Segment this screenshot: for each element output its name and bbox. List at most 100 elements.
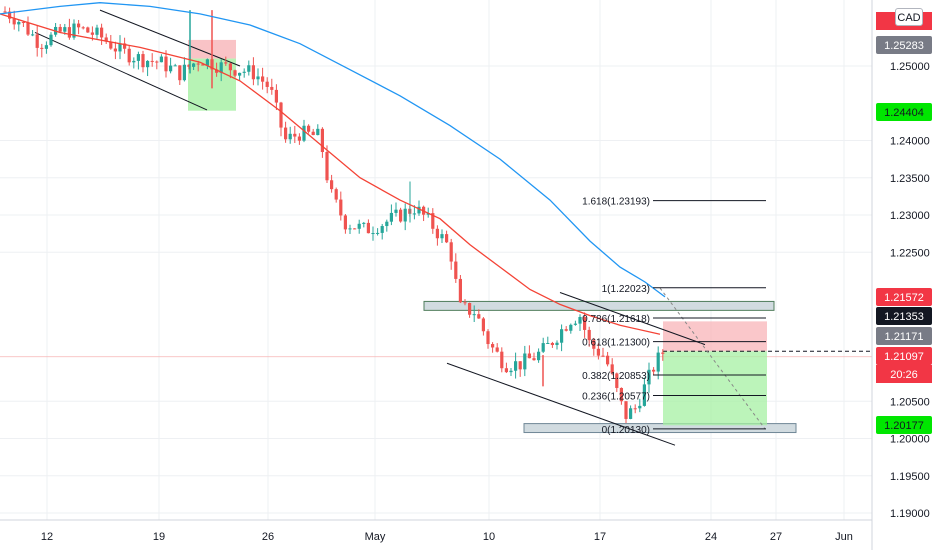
y-tick-label-8: 1.19000 (890, 508, 930, 520)
candle-body (376, 232, 380, 234)
candle-body (284, 127, 288, 140)
candle-body (279, 102, 283, 128)
moving-averages (0, 2, 666, 335)
x-tick-label-5: 17 (594, 531, 606, 543)
candle-body (615, 373, 619, 388)
currency-badge[interactable]: CAD (895, 8, 923, 26)
candle-body (109, 41, 113, 49)
candle-body (293, 133, 297, 137)
price-label-bg-green-upper (876, 103, 932, 121)
candle-body (619, 387, 623, 402)
candle-body (256, 76, 260, 80)
candle-body (63, 27, 67, 32)
y-tick-label-4: 1.22500 (890, 247, 930, 259)
candles (3, 6, 665, 423)
channel-lower-1 (34, 32, 208, 111)
candle-body (380, 226, 384, 233)
candle-body (633, 408, 637, 410)
candle-body (504, 368, 508, 373)
candle-body (247, 65, 251, 72)
candle-body (638, 405, 642, 409)
candle-body (578, 317, 582, 324)
candle-body (178, 65, 182, 81)
candle-body (192, 63, 196, 67)
candle-body (58, 26, 62, 32)
candle-body (527, 353, 531, 359)
candle-body (394, 209, 398, 213)
zones (188, 39, 797, 434)
candle-body (366, 222, 370, 234)
y-tick-label-3: 1.23000 (890, 210, 930, 222)
candle-body (187, 64, 191, 67)
y-tick-label-1: 1.24000 (890, 136, 930, 148)
candle-body (546, 342, 550, 344)
fib-diagonal (659, 287, 766, 430)
support-zone (523, 423, 797, 434)
candle-body (445, 234, 449, 243)
y-tick-label-5: 1.20500 (890, 396, 930, 408)
candle-body (583, 317, 587, 330)
candle-body (468, 303, 472, 315)
candle-body (399, 209, 403, 222)
candle-body (8, 11, 12, 19)
candle-body (610, 364, 614, 374)
candle-body (325, 152, 329, 181)
candle-body (647, 369, 651, 385)
y-tick-label-0: 1.25000 (890, 61, 930, 73)
candle-body (343, 215, 347, 230)
candle-body (371, 233, 375, 235)
candle-body (201, 64, 205, 66)
candle-body (532, 358, 536, 361)
candle-body (146, 60, 150, 68)
candle-body (81, 27, 85, 29)
candle-body (150, 60, 154, 62)
take-profit-box (663, 351, 767, 426)
candle-body (265, 81, 269, 87)
candle-body (435, 228, 439, 239)
candle-body (509, 370, 513, 373)
candle-body (606, 355, 610, 365)
trade-position[interactable] (663, 321, 872, 426)
candle-body (348, 228, 352, 230)
trend-channels (34, 9, 766, 446)
candle-body (652, 369, 656, 372)
candle-body (40, 47, 44, 49)
candle-body (440, 234, 444, 239)
candle-body (261, 76, 265, 82)
candle-body (495, 347, 499, 352)
candle-body (21, 21, 25, 23)
candle-body (228, 63, 232, 71)
price-label-red: 1.21572 (884, 292, 924, 304)
candle-body (320, 128, 324, 153)
candle-body (592, 340, 596, 349)
candle-body (330, 180, 334, 190)
candle-body (17, 21, 21, 25)
fib-label-0: 0(1.20130) (602, 425, 650, 436)
candle-body (537, 351, 541, 361)
candle-body (72, 23, 76, 38)
candle-body (334, 189, 338, 200)
candle-body (463, 302, 467, 304)
fib-label-0.382: 0.382(1.20853) (582, 371, 650, 382)
fib-label-0.786: 0.786(1.21618) (582, 314, 650, 325)
candle-body (403, 208, 407, 222)
candle-body (560, 329, 564, 343)
candle-body (357, 223, 361, 229)
candle-body (77, 23, 81, 28)
candle-body (389, 212, 393, 222)
candle-body (339, 199, 343, 216)
candle-body (270, 86, 274, 90)
candle-body (123, 43, 127, 49)
candle-body (362, 222, 366, 224)
candle-body (118, 43, 122, 52)
fib-label-1.618: 1.618(1.23193) (582, 197, 650, 208)
candle-body (449, 242, 453, 262)
candle-body (573, 323, 577, 325)
channel-upper-1 (99, 9, 241, 67)
candle-body (67, 27, 71, 38)
candle-body (596, 348, 600, 356)
price-label-bg-last (876, 347, 932, 365)
candle-body (238, 72, 242, 76)
